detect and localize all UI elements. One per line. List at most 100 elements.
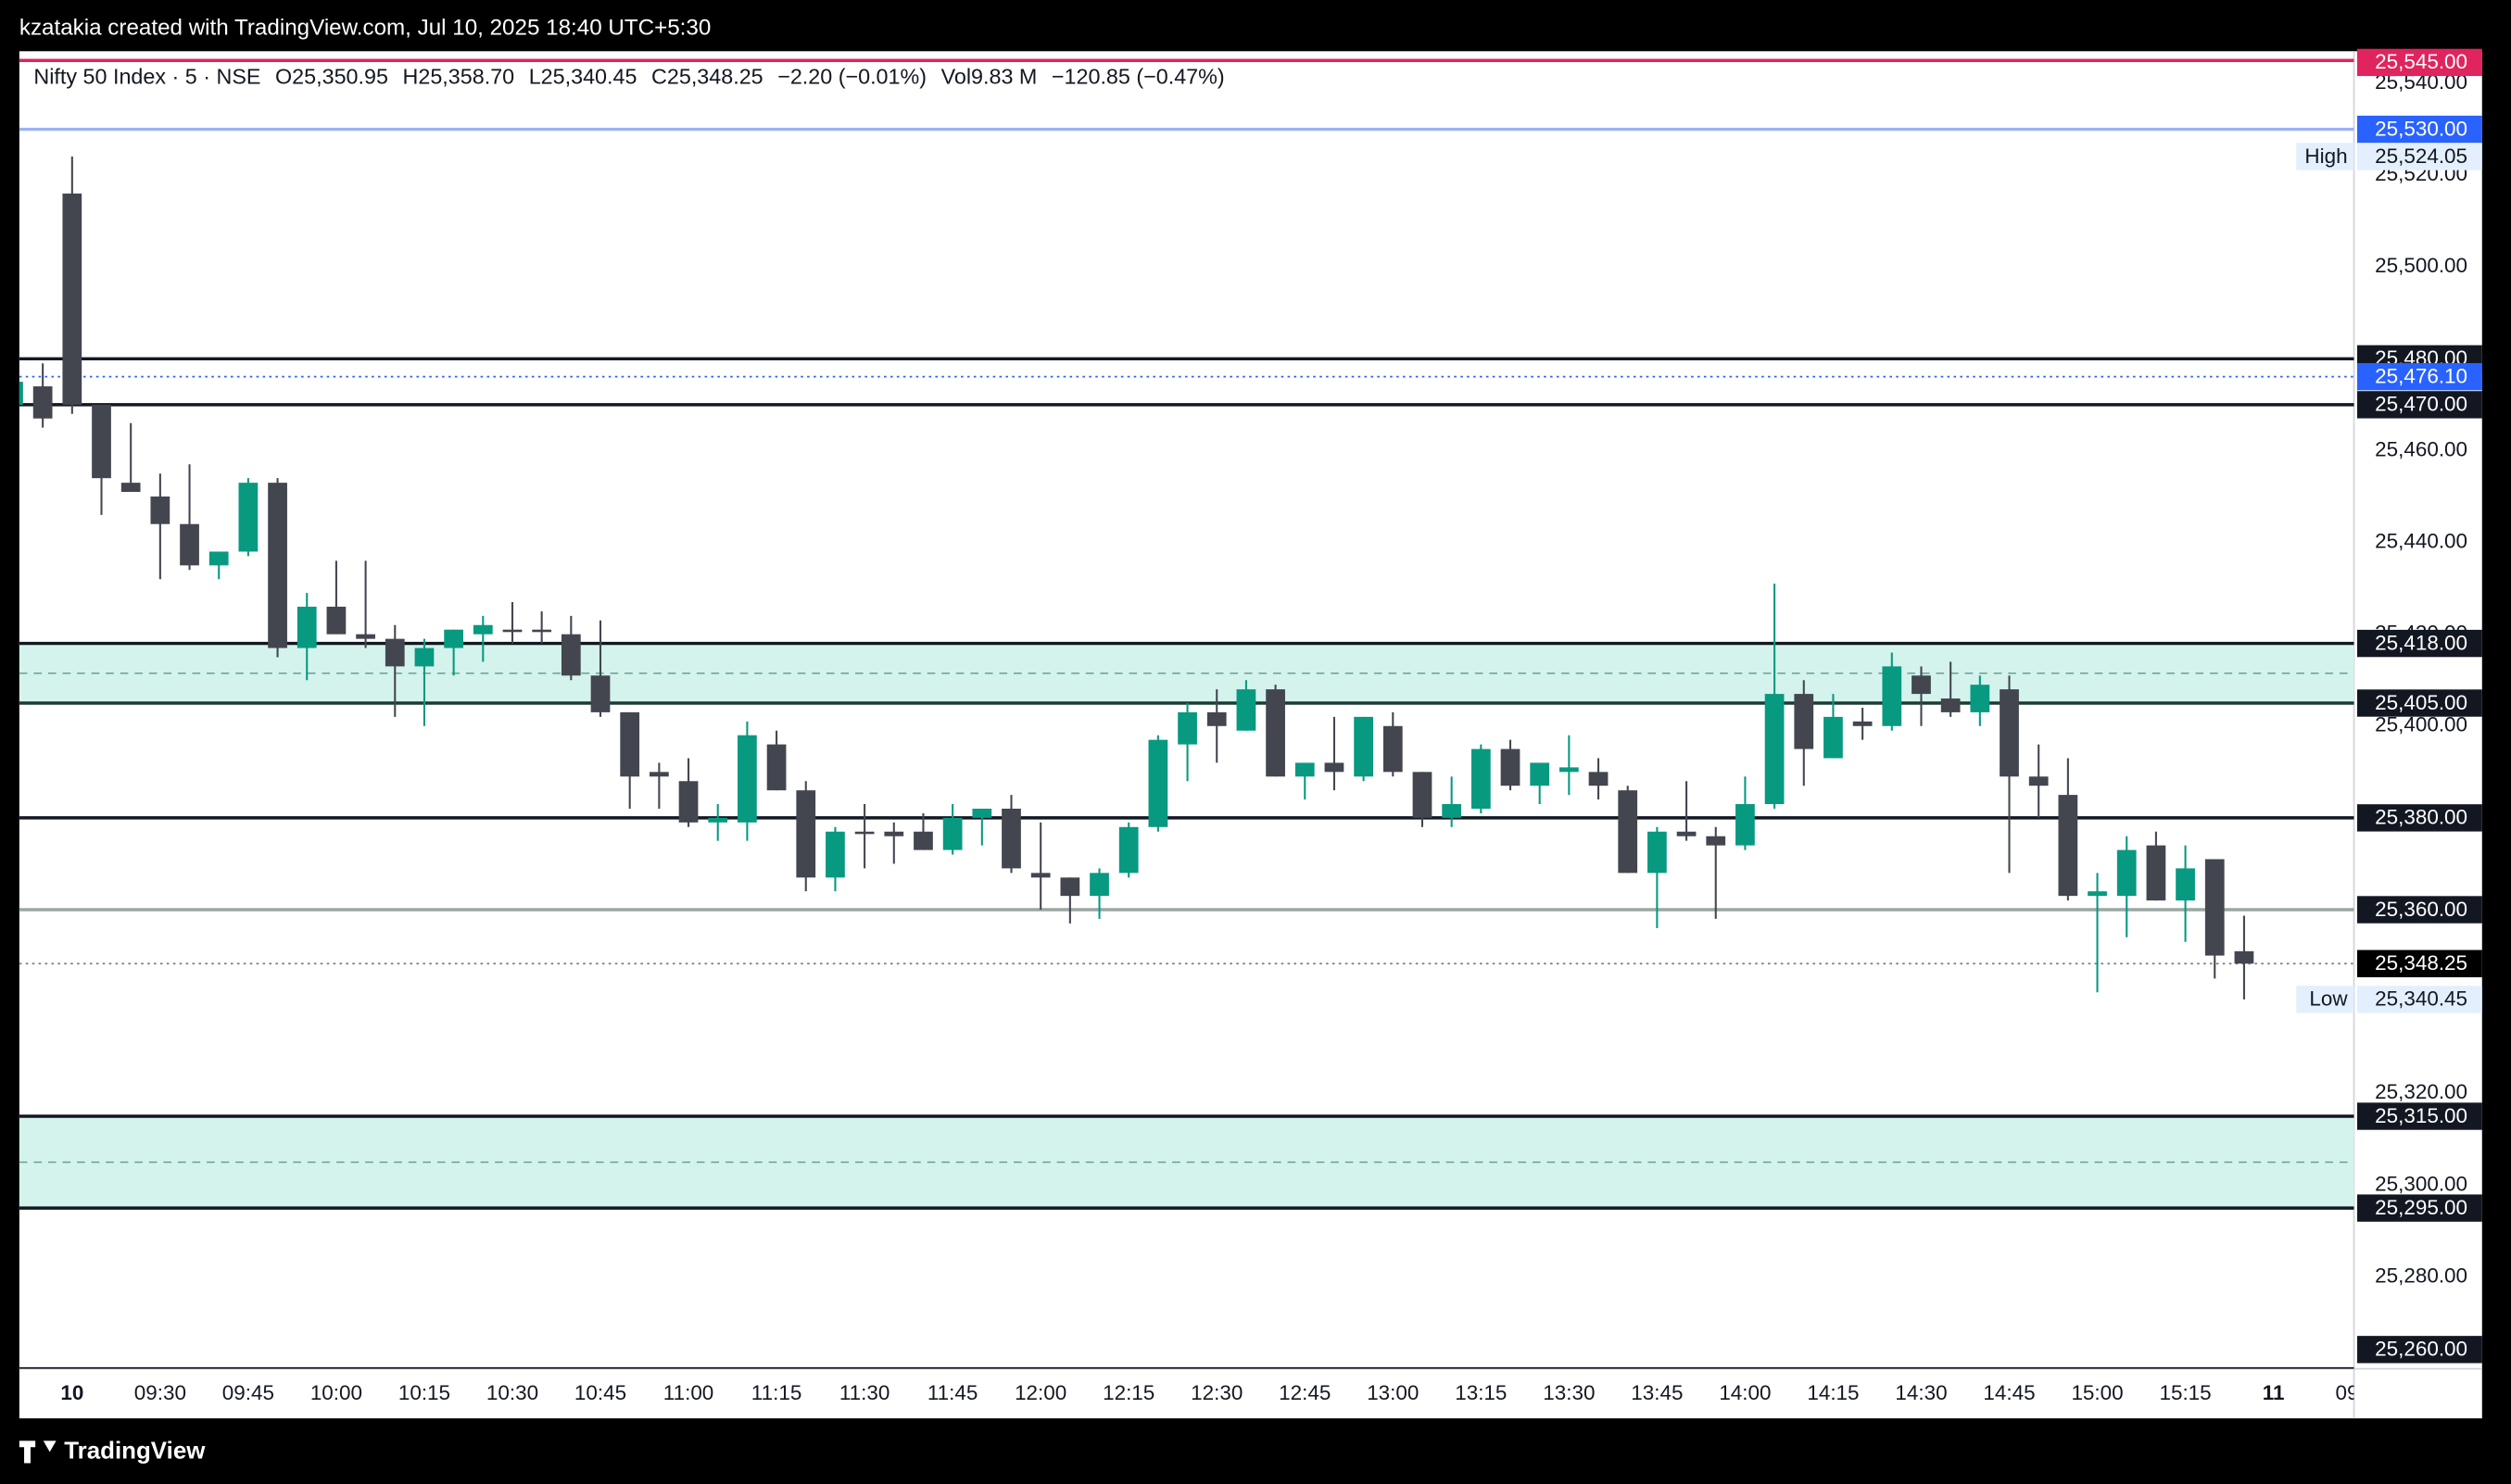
x-tick-label: 14:00	[1719, 1381, 1771, 1404]
candle-body	[385, 638, 405, 667]
candle-body	[1676, 831, 1697, 836]
candle-body	[1530, 762, 1550, 786]
candle-body	[590, 675, 611, 712]
price-label: 25,470.00	[2375, 393, 2467, 416]
candle-body	[854, 831, 875, 835]
brand: TradingView	[64, 1438, 206, 1464]
candle-body	[1470, 748, 1491, 809]
x-tick-label: 09:30	[2336, 1381, 2388, 1404]
price-label-box	[2356, 804, 2482, 832]
candle-body	[914, 831, 933, 850]
candle-body	[1500, 748, 1520, 786]
legend-field-value: 25,340.45	[541, 65, 637, 89]
y-tick-label: 25,440.00	[2375, 529, 2467, 552]
candle-body	[766, 744, 787, 791]
price-label: 25,405.00	[2375, 691, 2467, 714]
candle-body	[620, 711, 640, 777]
x-tick-label: 11	[2263, 1381, 2285, 1404]
candle-body	[1148, 739, 1168, 827]
candle-body	[32, 386, 53, 419]
candle-body	[2146, 845, 2166, 901]
price-label: 25,545.00	[2375, 50, 2467, 73]
candle-body	[1970, 685, 1990, 712]
x-tick-label: 13:30	[1543, 1381, 1595, 1404]
candle-body	[1882, 666, 1902, 726]
candle-body	[150, 496, 170, 524]
legend-field-label: C	[651, 65, 667, 89]
header-text: kzatakia created with TradingView.com, J…	[19, 15, 711, 40]
candle-body	[1706, 836, 1726, 846]
price-label: 25,260.00	[2375, 1338, 2467, 1361]
candle-body	[532, 629, 552, 633]
candle-body	[502, 629, 523, 633]
candle-body	[1266, 689, 1285, 777]
price-label-box	[2356, 1102, 2482, 1130]
candle-body	[2204, 859, 2225, 956]
price-label-box	[2356, 1194, 2482, 1222]
candle-body	[2176, 868, 2195, 901]
time-axis: 10 09:30 09:45 10:00 10:15 10:30 10:45 11:00 11:…	[60, 1381, 2388, 1404]
candle-body	[1442, 804, 1462, 818]
candle-body	[942, 817, 963, 850]
legend-field-value: 25,358.70	[418, 65, 514, 89]
candle-body	[1588, 772, 1609, 786]
price-label-box	[2356, 950, 2482, 977]
legend-volume: 9.83 M	[971, 65, 1037, 89]
candle-body	[473, 624, 493, 635]
candle-body	[1764, 694, 1785, 805]
candle-body	[1823, 716, 1843, 759]
x-tick-label: 12:15	[1103, 1381, 1155, 1404]
candle-body	[1794, 694, 1814, 749]
candle-body	[1324, 762, 1344, 773]
price-label: 25,348.25	[2375, 951, 2467, 975]
legend-field-value: 25,350.95	[292, 65, 388, 89]
x-tick-label: 09:45	[222, 1381, 274, 1404]
candle-body	[92, 404, 111, 479]
price-label: 25,295.00	[2375, 1196, 2467, 1219]
candle-body	[2058, 795, 2078, 897]
x-tick-label: 13:45	[1631, 1381, 1683, 1404]
candle-body	[1206, 711, 1227, 726]
x-tick-label: 11:00	[663, 1381, 714, 1404]
x-tick-label: 10:30	[486, 1381, 538, 1404]
y-tick-label: 25,500.00	[2375, 254, 2467, 277]
legend-field-label: O	[275, 65, 292, 89]
price-label-box	[2356, 362, 2482, 391]
candle-body	[238, 483, 259, 552]
candle-body	[1558, 767, 1579, 773]
candle-body	[1090, 873, 1109, 897]
legend-volume-label: Vol	[941, 65, 971, 89]
legend: Nifty 50 Index · 5 · NSE O25,350.95 H25,35…	[33, 65, 1224, 89]
x-tick-label: 13:00	[1367, 1381, 1419, 1404]
x-tick-label: 09:30	[134, 1381, 186, 1404]
legend-field-label: L	[529, 65, 541, 89]
candle-body	[708, 817, 728, 823]
price-label-box	[2356, 986, 2482, 1013]
candle-body	[444, 629, 463, 648]
candle-body	[1354, 716, 1373, 777]
chart-area	[19, 51, 2482, 1419]
x-tick-label: 10	[60, 1381, 83, 1404]
candle-body	[972, 808, 992, 818]
y-tick-label: 25,280.00	[2375, 1264, 2467, 1287]
candle-body	[1412, 772, 1432, 818]
legend-field-label: H	[403, 65, 419, 89]
candle-body	[62, 193, 82, 405]
x-tick-label: 11:30	[839, 1381, 890, 1404]
candle-body	[1178, 711, 1197, 745]
candle-body	[1030, 873, 1051, 878]
price-label-box	[2356, 689, 2482, 717]
price-label: 25,340.45	[2375, 987, 2467, 1011]
marker-tag: High	[2304, 145, 2347, 168]
x-tick-label: 14:45	[1983, 1381, 2035, 1404]
plot	[19, 58, 2354, 1369]
price-label: 25,530.00	[2375, 117, 2467, 140]
x-tick-label: 10:15	[398, 1381, 450, 1404]
candle-body	[1002, 808, 1021, 869]
price-label-box	[2356, 48, 2482, 77]
price-label-box	[2356, 1336, 2482, 1364]
x-tick-label: 12:30	[1191, 1381, 1243, 1404]
x-tick-label: 11:15	[751, 1381, 802, 1404]
logo	[19, 1440, 57, 1464]
